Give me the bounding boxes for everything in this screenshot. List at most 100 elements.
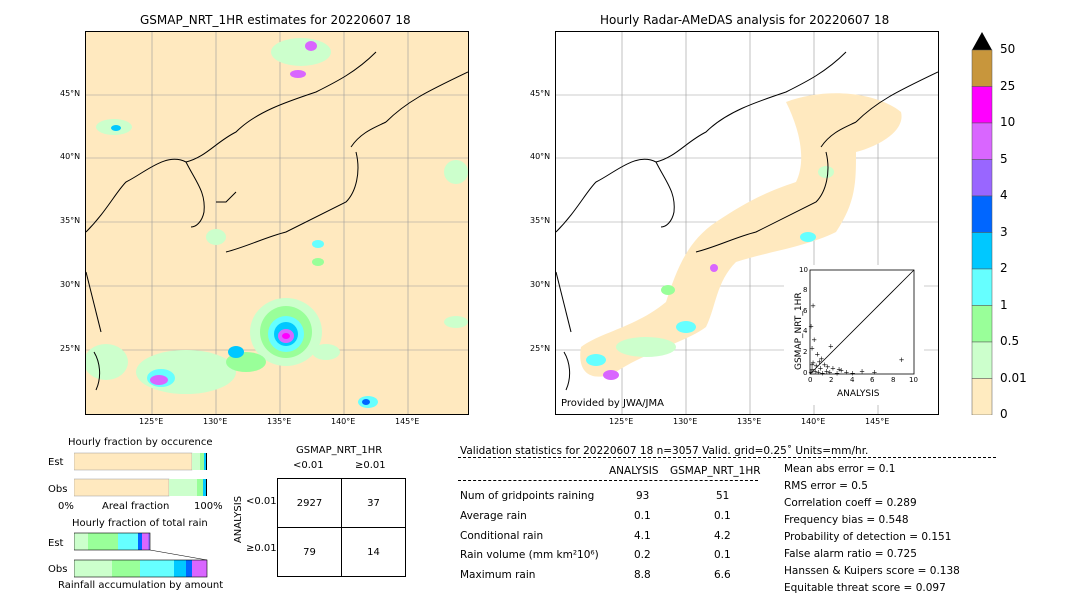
occurrence-title: Hourly fraction by occurence xyxy=(68,437,213,448)
lat-tick: 40°N xyxy=(530,152,551,161)
scatter-point: + xyxy=(816,358,822,366)
left-map-title: GSMAP_NRT_1HR estimates for 20220607 18 xyxy=(140,13,411,27)
scatter-point: + xyxy=(830,364,836,372)
scatter-xtick: 0 xyxy=(808,376,813,384)
lon-tick: 125°E xyxy=(139,417,164,426)
scatter-point: + xyxy=(817,364,823,372)
total-rain-title: Hourly fraction of total rain xyxy=(72,518,208,529)
scatter-point: + xyxy=(834,369,840,377)
scatter-ytick: 6 xyxy=(803,307,808,315)
radar-rain xyxy=(586,166,834,380)
contingency-row-label: <0.01 xyxy=(246,496,277,507)
lon-tick: 135°E xyxy=(737,417,762,426)
scatter-ytick: 2 xyxy=(803,348,808,356)
stat-gsmap: 4.2 xyxy=(714,530,731,542)
occurrence-row-label: Est xyxy=(48,457,64,468)
right-map-title: Hourly Radar-AMeDAS analysis for 2022060… xyxy=(600,13,890,27)
scatter-ytick: 4 xyxy=(803,327,808,335)
stat-analysis: 8.8 xyxy=(634,569,651,581)
scatter-xtick: 8 xyxy=(891,376,896,384)
scatter-ytick: 0 xyxy=(803,369,808,377)
stat-label: Num of gridpoints raining xyxy=(460,490,595,502)
contingency-cell: 2927 xyxy=(277,478,342,528)
validation-col-header: GSMAP_NRT_1HR xyxy=(670,465,761,477)
colorbar-label: 2 xyxy=(1000,261,1008,275)
rain-patches xyxy=(86,38,468,408)
score-line: Equitable threat score = 0.097 xyxy=(784,582,946,594)
scatter-ytick: 8 xyxy=(803,286,808,294)
scatter-point: + xyxy=(819,355,825,363)
credit-text: Provided by JWA/JMA xyxy=(561,398,664,409)
scatter-point: + xyxy=(809,345,815,353)
colorbar-swatch xyxy=(971,122,993,160)
radar-coverage xyxy=(580,93,902,377)
scatter-point: + xyxy=(810,302,816,310)
scatter-point: + xyxy=(838,366,844,374)
stat-analysis: 93 xyxy=(636,490,650,502)
lon-tick: 140°E xyxy=(331,417,356,426)
score-line: Frequency bias = 0.548 xyxy=(784,514,909,526)
colorbar-label: 4 xyxy=(1000,188,1008,202)
scatter-point: + xyxy=(813,362,819,370)
scatter-point: + xyxy=(812,367,818,375)
lon-tick: 145°E xyxy=(865,417,890,426)
lat-tick: 25°N xyxy=(60,344,81,353)
validation-subdivider xyxy=(458,480,758,481)
colorbar-swatch xyxy=(971,341,993,379)
lon-tick: 140°E xyxy=(801,417,826,426)
scatter-point: + xyxy=(828,342,834,350)
scatter-point: + xyxy=(808,368,814,376)
stat-gsmap: 0.1 xyxy=(714,510,731,522)
scatter-point: + xyxy=(843,368,849,376)
validation-header: Validation statistics for 20220607 18 n=… xyxy=(460,445,869,457)
score-line: Probability of detection = 0.151 xyxy=(784,531,952,543)
scatter-point: + xyxy=(815,368,821,376)
scatter-point: + xyxy=(808,323,814,331)
lat-tick: 35°N xyxy=(60,216,81,225)
stat-analysis: 4.1 xyxy=(634,530,651,542)
score-line: Correlation coeff = 0.289 xyxy=(784,497,917,509)
left-map xyxy=(85,31,469,415)
contingency-table: 2927 37 79 14 xyxy=(277,478,406,577)
lat-tick: 40°N xyxy=(60,152,81,161)
scatter-xtick: 6 xyxy=(870,376,875,384)
scatter-point: + xyxy=(827,368,833,376)
colorbar-swatch xyxy=(971,232,993,270)
scatter-xlabel: ANALYSIS xyxy=(837,389,880,399)
lat-tick: 35°N xyxy=(530,216,551,225)
stat-analysis: 0.2 xyxy=(634,549,651,561)
lon-tick: 130°E xyxy=(203,417,228,426)
colorbar-swatch xyxy=(971,305,993,343)
occurrence-axis-right: 100% xyxy=(194,501,223,512)
total-rain-row-label: Obs xyxy=(48,564,68,575)
lat-tick: 25°N xyxy=(530,344,551,353)
total-rain-axis-label: Rainfall accumulation by amount xyxy=(58,580,224,591)
occurrence-axis-left: 0% xyxy=(58,501,74,512)
colorbar-label: 3 xyxy=(1000,225,1008,239)
scatter-point: + xyxy=(809,365,815,373)
contingency-cell: 79 xyxy=(277,527,342,577)
colorbar-swatch xyxy=(971,195,993,233)
stat-gsmap: 6.6 xyxy=(714,569,731,581)
total-rain-bars xyxy=(74,532,208,580)
total-rain-row-label: Est xyxy=(48,538,64,549)
colorbar-label: 50 xyxy=(1000,42,1016,56)
stat-gsmap: 51 xyxy=(716,490,730,502)
colorbar-swatch xyxy=(971,49,993,87)
left-map-canvas xyxy=(86,32,468,414)
scatter-xtick: 4 xyxy=(850,376,855,384)
scatter-plot: ++++++++++++++ + + + ++++++++++ ++ + xyxy=(808,269,915,377)
occurrence-bars xyxy=(74,452,208,498)
colorbar-swatch xyxy=(971,268,993,306)
contingency-header: GSMAP_NRT_1HR xyxy=(296,445,383,456)
lat-tick: 30°N xyxy=(60,280,81,289)
stat-label: Maximum rain xyxy=(460,569,536,581)
contingency-col-label: ≥0.01 xyxy=(355,460,386,471)
stat-label: Average rain xyxy=(460,510,527,522)
score-line: False alarm ratio = 0.725 xyxy=(784,548,917,560)
score-line: Hanssen & Kuipers score = 0.138 xyxy=(784,565,960,577)
scatter-point: + xyxy=(822,361,828,369)
scatter-point: + xyxy=(814,351,820,359)
scatter-xtick: 2 xyxy=(829,376,834,384)
contingency-row-label: ≥0.01 xyxy=(246,543,277,554)
